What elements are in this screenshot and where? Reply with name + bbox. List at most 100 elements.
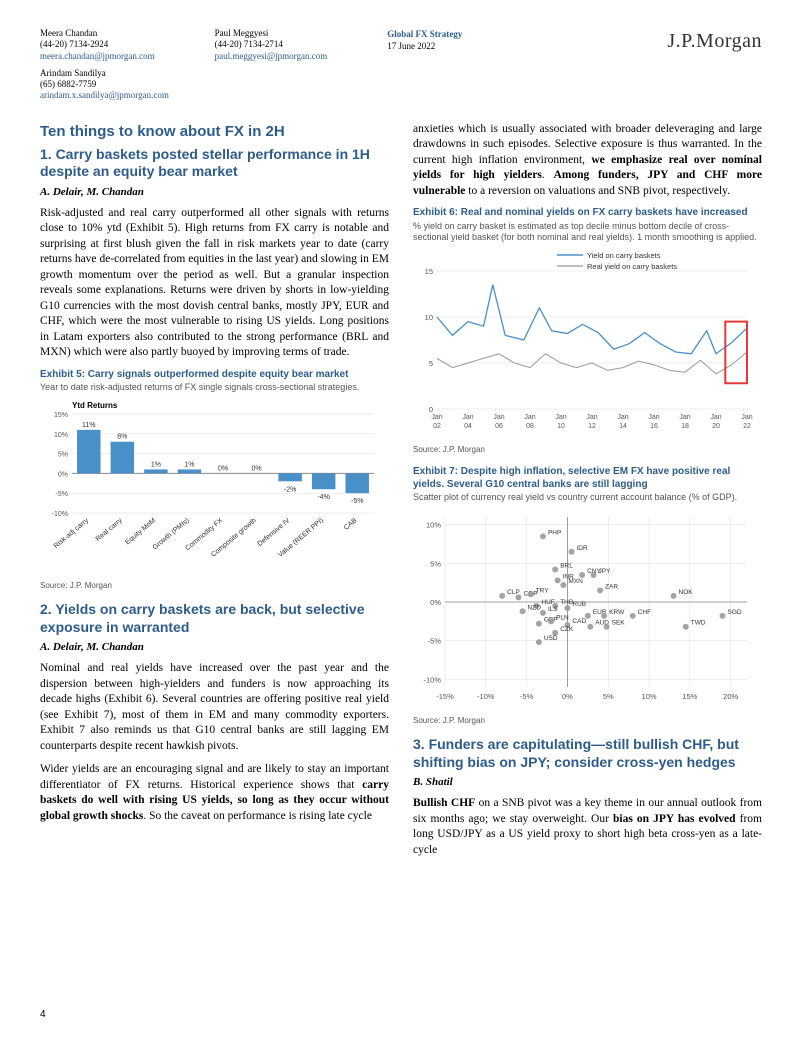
svg-text:KRW: KRW	[609, 609, 625, 616]
exhibit-subtitle: Year to date risk-adjusted returns of FX…	[40, 382, 389, 393]
svg-text:-5%: -5%	[351, 498, 363, 505]
svg-text:1%: 1%	[151, 461, 161, 468]
bold-span: bias on JPY has evolved	[613, 813, 736, 825]
svg-text:14: 14	[619, 423, 627, 430]
bold-span: Bullish CHF	[413, 797, 475, 809]
svg-text:-5%: -5%	[520, 692, 534, 701]
bar-chart-svg: Ytd Returns-10%-5%0%5%10%15%11%Risk-adj …	[40, 398, 380, 573]
contact-phone: (44-20) 7134-2714	[215, 39, 328, 50]
left-column: Ten things to know about FX in 2H 1. Car…	[40, 122, 389, 867]
exhibit-title: Exhibit 7: Despite high inflation, selec…	[413, 466, 762, 491]
svg-text:5%: 5%	[58, 451, 68, 458]
text-span: . So the caveat on performance is rising…	[143, 810, 372, 822]
body-paragraph: Nominal and real yields have increased o…	[40, 661, 389, 754]
svg-text:CAB: CAB	[343, 516, 359, 531]
page-header: Meera Chandan (44-20) 7134-2924 meera.ch…	[40, 28, 762, 102]
right-column: anxieties which is usually associated wi…	[413, 122, 762, 867]
section-title: Ten things to know about FX in 2H	[40, 122, 389, 142]
svg-text:IDR: IDR	[577, 545, 589, 552]
contact-email: meera.chandan@jpmorgan.com	[40, 51, 155, 62]
svg-text:Jan: Jan	[524, 414, 535, 421]
svg-text:Risk-adj carry: Risk-adj carry	[53, 516, 91, 549]
svg-text:PHP: PHP	[548, 530, 561, 537]
contact-block: Meera Chandan (44-20) 7134-2924 meera.ch…	[40, 28, 155, 62]
svg-text:-10%: -10%	[477, 692, 495, 701]
authors: B. Shatil	[413, 775, 762, 790]
svg-text:15: 15	[425, 267, 433, 276]
body-paragraph: Wider yields are an encouraging signal a…	[40, 762, 389, 824]
exhibit-subtitle: % yield on carry basket is estimated as …	[413, 221, 762, 244]
svg-text:16: 16	[650, 423, 658, 430]
svg-text:15%: 15%	[682, 692, 697, 701]
contact-block: Paul Meggyesi (44-20) 7134-2714 paul.meg…	[215, 28, 328, 62]
svg-text:10%: 10%	[426, 521, 441, 530]
svg-text:-15%: -15%	[436, 692, 454, 701]
svg-text:Equity MoM: Equity MoM	[124, 517, 157, 546]
svg-text:TRY: TRY	[536, 588, 550, 595]
svg-text:02: 02	[433, 423, 441, 430]
svg-text:RUB: RUB	[572, 601, 586, 608]
report-date: 17 June 2022	[387, 40, 462, 52]
svg-text:Jan: Jan	[648, 414, 659, 421]
svg-text:PLN: PLN	[556, 615, 569, 622]
svg-text:Jan: Jan	[679, 414, 690, 421]
svg-text:Jan: Jan	[555, 414, 566, 421]
exhibit-title: Exhibit 5: Carry signals outperformed de…	[40, 369, 389, 382]
svg-text:Yield on carry baskets: Yield on carry baskets	[587, 251, 661, 260]
svg-text:20: 20	[712, 423, 720, 430]
svg-text:5: 5	[429, 359, 433, 368]
exhibit-subtitle: Scatter plot of currency real yield vs c…	[413, 492, 762, 503]
svg-text:06: 06	[495, 423, 503, 430]
authors: A. Delair, M. Chandan	[40, 185, 389, 200]
svg-text:0: 0	[429, 405, 433, 414]
svg-text:-10%: -10%	[423, 676, 441, 685]
svg-text:Jan: Jan	[617, 414, 628, 421]
body-paragraph: Risk-adjusted and real carry outperforme…	[40, 206, 389, 361]
svg-text:Jan: Jan	[741, 414, 752, 421]
svg-text:Real yield on carry baskets: Real yield on carry baskets	[587, 262, 677, 271]
exhibit-5-chart: Ytd Returns-10%-5%0%5%10%15%11%Risk-adj …	[40, 398, 389, 577]
svg-text:5%: 5%	[430, 560, 441, 569]
svg-text:Jan: Jan	[462, 414, 473, 421]
svg-text:JPY: JPY	[599, 568, 612, 575]
svg-text:NOK: NOK	[679, 589, 694, 596]
exhibit-title: Exhibit 6: Real and nominal yields on FX…	[413, 207, 762, 220]
scatter-chart-svg: -10%-5%0%5%10%-15%-10%-5%0%5%10%15%20%PH…	[413, 507, 753, 707]
svg-text:NZD: NZD	[528, 605, 542, 612]
exhibit-7-chart: -10%-5%0%5%10%-15%-10%-5%0%5%10%15%20%PH…	[413, 507, 762, 711]
svg-text:10%: 10%	[642, 692, 657, 701]
svg-text:Jan: Jan	[431, 414, 442, 421]
contact-name: Meera Chandan	[40, 28, 155, 39]
svg-text:10: 10	[557, 423, 565, 430]
svg-text:0%: 0%	[218, 465, 228, 472]
svg-text:5%: 5%	[603, 692, 614, 701]
svg-text:8%: 8%	[117, 433, 127, 440]
svg-text:Defensive IV: Defensive IV	[256, 516, 291, 547]
svg-text:08: 08	[526, 423, 534, 430]
svg-text:1%: 1%	[184, 461, 194, 468]
svg-text:Real carry: Real carry	[95, 516, 124, 542]
header-meta: Global FX Strategy 17 June 2022	[387, 28, 462, 62]
svg-text:-2%: -2%	[284, 486, 296, 493]
contact-name: Paul Meggyesi	[215, 28, 328, 39]
text-span: to a reversion on valuations and SNB piv…	[465, 185, 730, 197]
contact-email: arindam.x.sandilya@jpmorgan.com	[40, 90, 169, 101]
authors: A. Delair, M. Chandan	[40, 640, 389, 655]
svg-text:11%: 11%	[82, 421, 96, 428]
svg-text:-5%: -5%	[56, 491, 68, 498]
svg-text:-4%: -4%	[317, 494, 329, 501]
svg-text:18: 18	[681, 423, 689, 430]
svg-text:INR: INR	[563, 574, 575, 581]
brand-logo: J.P.Morgan	[667, 28, 762, 55]
svg-text:Ytd Returns: Ytd Returns	[72, 401, 118, 410]
svg-text:04: 04	[464, 423, 472, 430]
contact-phone: (65) 6882-7759	[40, 79, 169, 90]
svg-text:Jan: Jan	[710, 414, 721, 421]
contact-email: paul.meggyesi@jpmorgan.com	[215, 51, 328, 62]
topic-heading: 1. Carry baskets posted stellar performa…	[40, 146, 389, 181]
svg-text:-10%: -10%	[52, 511, 68, 518]
svg-text:0%: 0%	[251, 465, 261, 472]
svg-text:CZK: CZK	[560, 626, 574, 633]
contact-phone: (44-20) 7134-2924	[40, 39, 155, 50]
svg-text:BRL: BRL	[560, 563, 573, 570]
